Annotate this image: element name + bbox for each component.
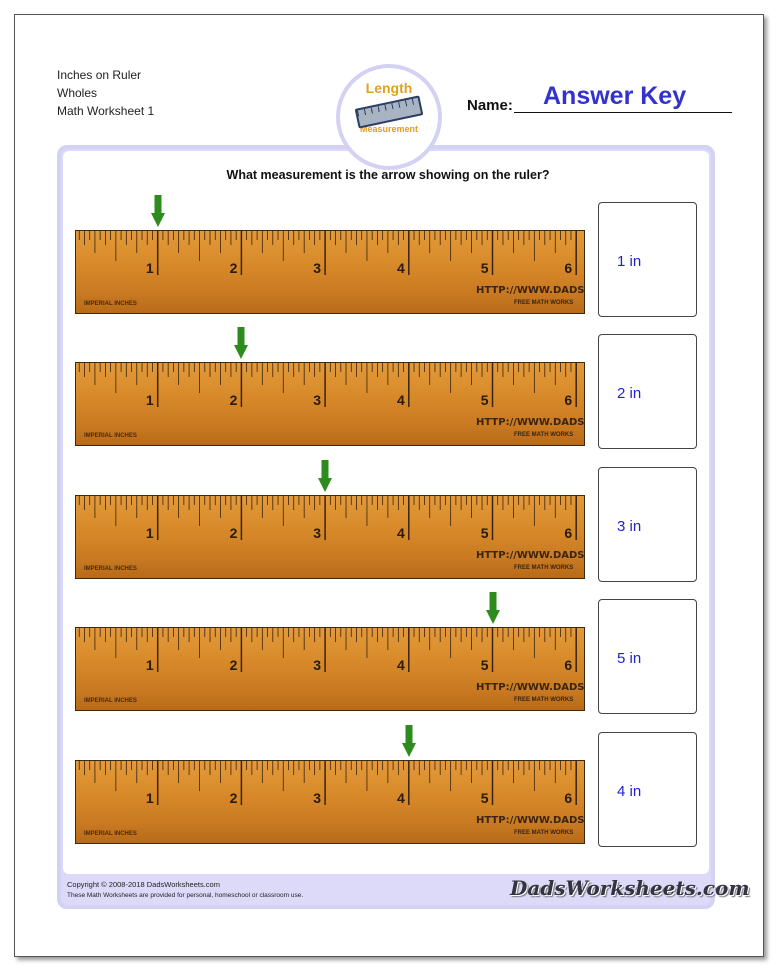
answer-box[interactable]: 5 in xyxy=(598,599,697,714)
ruler-number: 5 xyxy=(481,657,489,673)
ruler-url: HTTP://WWW.DADS xyxy=(476,682,584,693)
ruler-url: HTTP://WWW.DADS xyxy=(476,285,584,296)
worksheet-number: Math Worksheet 1 xyxy=(57,104,155,118)
ruler-number: 6 xyxy=(564,260,572,276)
ruler-number: 4 xyxy=(397,525,405,541)
ruler-url: HTTP://WWW.DADS xyxy=(476,417,584,428)
ruler: 1 2 3 4 5 6 IMPERIAL INCHES HTTP://WWW.DADS FREE… xyxy=(75,760,585,844)
ruler-subtext: FREE MATH WORKS xyxy=(514,565,573,571)
ruler-subtext: FREE MATH WORKS xyxy=(514,300,573,306)
ruler-subtext: FREE MATH WORKS xyxy=(514,830,573,836)
ruler-number: 3 xyxy=(313,260,321,276)
ruler-number: 6 xyxy=(564,790,572,806)
answer-text: 2 in xyxy=(617,385,642,402)
ruler-subtext: FREE MATH WORKS xyxy=(514,697,573,703)
worksheet-topic: Inches on Ruler xyxy=(57,68,142,82)
ruler: 1 2 3 4 5 6 IMPERIAL INCHES HTTP://WWW.DADS FREE… xyxy=(75,495,585,579)
ruler-url: HTTP://WWW.DADS xyxy=(476,550,584,561)
ruler-number: 5 xyxy=(481,790,489,806)
ruler-number: 3 xyxy=(313,392,321,408)
usage-note: These Math Worksheets are provided for p… xyxy=(67,892,304,899)
ruler-number: 6 xyxy=(564,657,572,673)
answer-text: 1 in xyxy=(617,253,642,270)
ruler-number: 2 xyxy=(230,657,238,673)
ruler-number: 3 xyxy=(313,525,321,541)
ruler-number: 5 xyxy=(481,525,489,541)
ruler-number: 4 xyxy=(397,260,405,276)
ruler-number: 1 xyxy=(146,657,154,673)
ruler-imperial-label: IMPERIAL INCHES xyxy=(84,566,137,572)
ruler-number: 1 xyxy=(146,260,154,276)
arrow-down-icon xyxy=(485,592,500,624)
answer-key-title: Answer Key xyxy=(543,82,687,110)
answer-box[interactable]: 2 in xyxy=(598,334,697,449)
arrow-down-icon xyxy=(150,195,165,227)
ruler-number: 3 xyxy=(313,657,321,673)
name-label: Name: xyxy=(467,97,513,114)
name-line xyxy=(514,112,732,113)
ruler-number: 2 xyxy=(230,790,238,806)
logo-subtitle: Measurement xyxy=(359,124,419,134)
ruler-number: 2 xyxy=(230,392,238,408)
answer-box[interactable]: 3 in xyxy=(598,467,697,582)
ruler-subtext: FREE MATH WORKS xyxy=(514,432,573,438)
ruler-number: 2 xyxy=(230,525,238,541)
ruler-number: 6 xyxy=(564,525,572,541)
answer-box[interactable]: 4 in xyxy=(598,732,697,847)
dadsworksheets-logo: DadsWorksheets.com xyxy=(510,876,750,900)
ruler-number: 4 xyxy=(397,392,405,408)
logo-title: Length xyxy=(365,80,413,96)
answer-text: 5 in xyxy=(617,650,642,667)
ruler-imperial-label: IMPERIAL INCHES xyxy=(84,301,137,307)
arrow-down-icon xyxy=(318,460,333,492)
ruler: 1 2 3 4 5 6 IMPERIAL INCHES HTTP://WWW.DADS FREE… xyxy=(75,230,585,314)
answer-box[interactable]: 1 in xyxy=(598,202,697,317)
ruler-number: 6 xyxy=(564,392,572,408)
ruler-number: 1 xyxy=(146,392,154,408)
ruler-number: 5 xyxy=(481,392,489,408)
ruler-imperial-label: IMPERIAL INCHES xyxy=(84,831,137,837)
ruler-url: HTTP://WWW.DADS xyxy=(476,815,584,826)
ruler: 1 2 3 4 5 6 IMPERIAL INCHES HTTP://WWW.DADS FREE… xyxy=(75,362,585,446)
ruler-number: 3 xyxy=(313,790,321,806)
answer-text: 4 in xyxy=(617,783,642,800)
ruler: 1 2 3 4 5 6 IMPERIAL INCHES HTTP://WWW.DADS FREE… xyxy=(75,627,585,711)
length-measurement-logo: Length Measurement xyxy=(336,64,442,170)
ruler-number: 4 xyxy=(397,657,405,673)
answer-text: 3 in xyxy=(617,518,642,535)
ruler-imperial-label: IMPERIAL INCHES xyxy=(84,698,137,704)
worksheet-subtopic: Wholes xyxy=(57,86,98,100)
question-text: What measurement is the arrow showing on… xyxy=(226,168,550,182)
arrow-down-icon xyxy=(401,725,416,757)
copyright-text: Copyright © 2008-2018 DadsWorksheets.com xyxy=(67,880,220,889)
ruler-number: 4 xyxy=(397,790,405,806)
ruler-number: 2 xyxy=(230,260,238,276)
ruler-imperial-label: IMPERIAL INCHES xyxy=(84,433,137,439)
ruler-number: 1 xyxy=(146,790,154,806)
ruler-number: 1 xyxy=(146,525,154,541)
arrow-down-icon xyxy=(234,327,249,359)
ruler-number: 5 xyxy=(481,260,489,276)
